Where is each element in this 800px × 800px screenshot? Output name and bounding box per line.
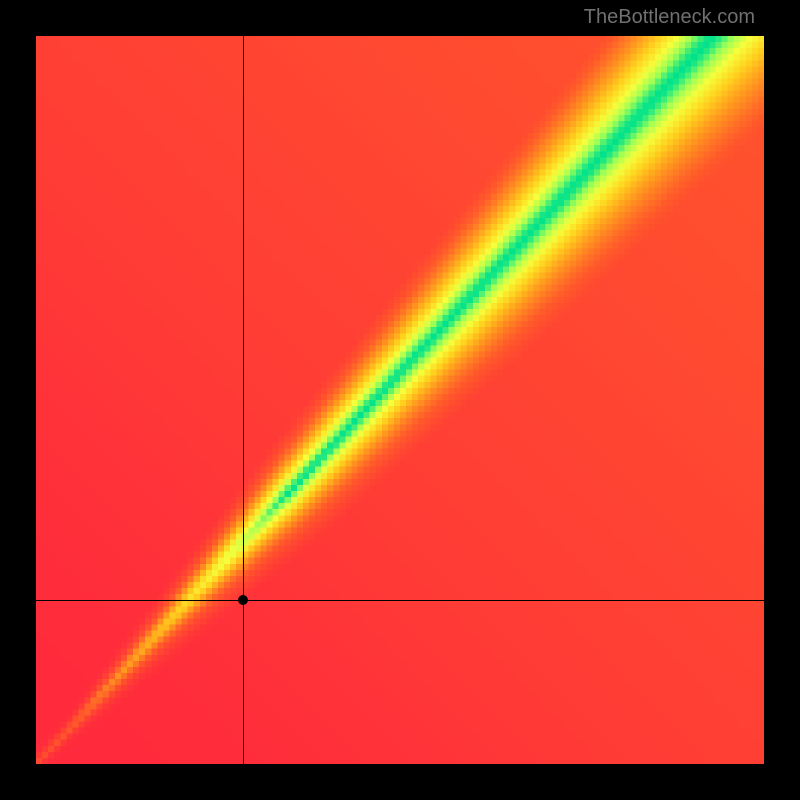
crosshair-vertical: [243, 36, 244, 764]
attribution-text: TheBottleneck.com: [584, 6, 755, 29]
crosshair-horizontal: [36, 600, 764, 601]
plot-area: [36, 36, 764, 764]
bottleneck-heatmap: [36, 36, 764, 764]
selection-marker: [238, 595, 248, 605]
